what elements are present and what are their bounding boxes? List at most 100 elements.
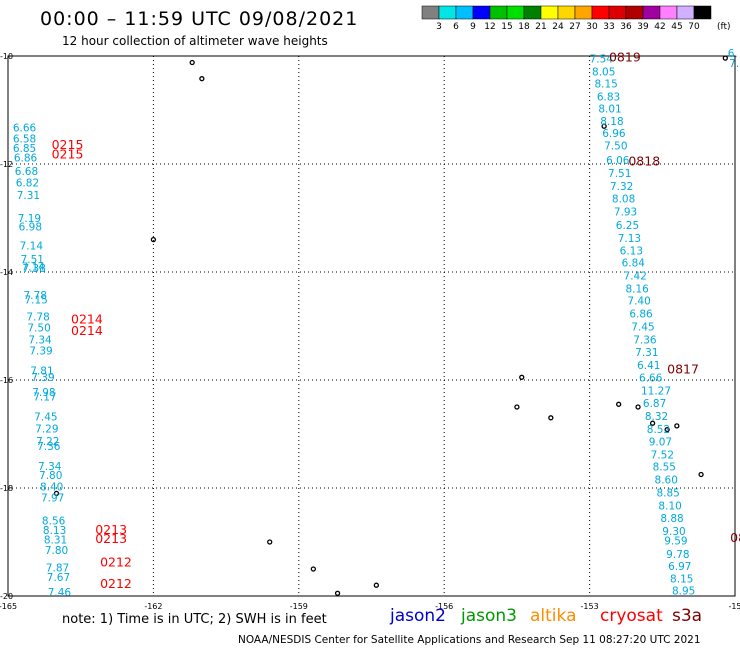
colorbar-unit-label: (ft) <box>717 22 731 32</box>
wave-height-label: 6. <box>728 48 738 60</box>
colorbar-swatch <box>676 5 695 20</box>
y-tick-label: -14 <box>0 268 13 277</box>
wave-height-label: 8.08 <box>612 193 635 205</box>
page-title: 00:00 – 11:59 UTC 09/08/2021 <box>40 8 359 30</box>
wave-height-label: 6.82 <box>16 178 39 190</box>
wave-height-label: 7.29 <box>35 423 58 435</box>
wave-height-label: 7.52 <box>651 449 674 461</box>
wave-height-label: 7.45 <box>631 321 654 333</box>
wave-height-label: 7.54 <box>590 53 614 65</box>
colorbar-tick-label: 39 <box>637 22 649 32</box>
wave-height-label: 7.78 <box>26 312 49 324</box>
wave-height-label: 6.96 <box>602 128 626 140</box>
wave-height-label: 8.18 <box>600 116 623 128</box>
wave-height-label: 11.27 <box>641 386 671 398</box>
wave-height-label: 6.68 <box>15 166 38 178</box>
wave-height-label: 7.17 <box>33 392 56 404</box>
wave-height-label: 7.38 <box>23 263 46 275</box>
wave-height-label: 8.15 <box>670 574 693 586</box>
wave-height-label: 7.87 <box>46 563 69 575</box>
mission-label-altika: altika <box>530 606 577 626</box>
colorbar-swatch <box>574 5 593 20</box>
wave-height-label: 7.36 <box>37 441 61 453</box>
wave-height-label: 6.13 <box>620 246 643 258</box>
colorbar-swatch <box>625 5 644 20</box>
island-outline <box>53 490 60 497</box>
y-tick-label: -12 <box>0 160 13 169</box>
island-outline <box>722 55 728 61</box>
wave-height-label: 8.40 <box>40 482 63 494</box>
island-outline <box>616 401 622 407</box>
colorbar-swatch <box>642 5 661 20</box>
pass-time-label: 0214 <box>71 311 103 326</box>
wave-height-label: 7.39 <box>31 372 54 384</box>
wave-height-label: 9.59 <box>664 536 687 548</box>
colorbar-tick-label: 36 <box>620 22 632 32</box>
wave-height-label: 7.80 <box>45 545 68 557</box>
pass-time-label: 0818 <box>628 154 660 169</box>
wave-height-label: 6.66 <box>639 373 663 385</box>
wave-height-label: 6.66 <box>13 123 37 135</box>
wave-height-label: 6.83 <box>597 91 620 103</box>
wave-height-label: 8.85 <box>656 488 679 500</box>
island-outline <box>150 236 157 243</box>
colorbar-tick-label: 45 <box>671 22 682 32</box>
wave-height-label: 7.51 <box>608 168 631 180</box>
wave-height-label: 7.97 <box>41 493 64 505</box>
wave-height-label: 6.87 <box>643 398 666 410</box>
y-tick-label: -20 <box>0 592 13 601</box>
island-outline <box>519 374 525 380</box>
island-outline <box>674 423 680 429</box>
island-outline <box>664 427 670 433</box>
colorbar-tick-label: 27 <box>569 22 580 32</box>
y-tick-label: -18 <box>0 484 13 493</box>
x-tick-label: -165 <box>0 602 17 611</box>
wave-height-label: 6.97 <box>668 561 691 573</box>
wave-height-label: 7.80 <box>39 470 62 482</box>
wave-height-label: 6.06 <box>606 155 630 167</box>
wave-height-label: 7.31 <box>17 190 40 202</box>
wave-height-label: 7.67 <box>47 572 70 584</box>
colorbar-swatch <box>472 5 491 20</box>
footer-credit: NOAA/NESDIS Center for Satellite Applica… <box>238 634 701 646</box>
x-tick-label: -159 <box>290 602 308 611</box>
wave-height-label: 7.36 <box>633 334 657 346</box>
wave-height-label: 9.30 <box>662 526 685 538</box>
colorbar-swatch <box>489 5 508 20</box>
mission-label-jason2: jason2 <box>390 606 446 626</box>
pass-time-label: 0215 <box>52 137 84 152</box>
wave-height-label: 8.60 <box>655 475 678 487</box>
wave-height-label: 6.41 <box>637 360 660 372</box>
island-outline <box>373 582 379 588</box>
wave-height-label: 6.58 <box>13 133 36 145</box>
island-outline <box>189 59 195 66</box>
colorbar-tick-label: 30 <box>586 22 598 32</box>
colorbar-tick-label: 21 <box>535 22 546 32</box>
colorbar-swatch <box>455 5 474 20</box>
wave-height-label: 8.32 <box>645 411 668 423</box>
wave-height-label: 7.15 <box>24 294 47 306</box>
mission-label-jason3: jason3 <box>461 606 517 626</box>
colorbar-tick-label: 18 <box>518 22 530 32</box>
island-outline <box>514 404 520 410</box>
wave-height-label: 7.45 <box>34 412 57 424</box>
page-subtitle: 12 hour collection of altimeter wave hei… <box>62 34 328 48</box>
wave-height-label: 8.56 <box>42 516 66 528</box>
wave-height-label: 7.98 <box>32 387 55 399</box>
island-outline <box>199 76 205 82</box>
y-tick-label: -10 <box>0 52 13 61</box>
wave-height-label: 8.55 <box>653 462 676 474</box>
wave-height-label: 7.34 <box>38 461 62 473</box>
island-outline <box>635 404 641 410</box>
mission-label-s3a: s3a <box>672 606 703 626</box>
island-outline <box>267 539 273 545</box>
pass-time-label: 0212 <box>100 554 132 569</box>
wave-height-label: 6.86 <box>14 152 38 164</box>
wave-height-label: 6.84 <box>622 258 646 270</box>
x-tick-label: -162 <box>144 602 162 611</box>
wave-height-label: 7.93 <box>614 206 637 218</box>
wave-height-label: 7. <box>729 58 739 70</box>
x-tick-label: -153 <box>581 602 599 611</box>
pass-time-label: 0817 <box>667 362 699 377</box>
